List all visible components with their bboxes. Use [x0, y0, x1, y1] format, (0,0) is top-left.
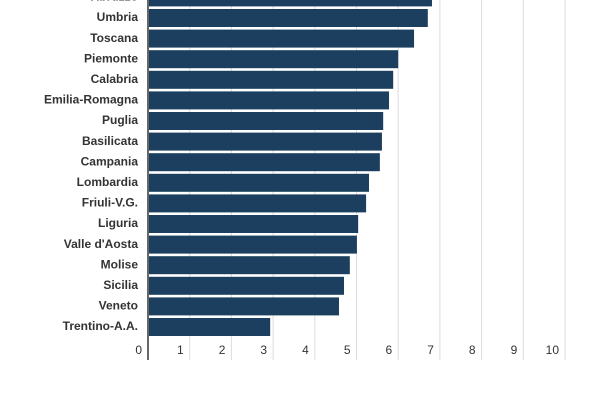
y-tick-label: Molise [101, 257, 139, 271]
bar [149, 153, 380, 172]
x-tick-label: 4 [302, 343, 309, 357]
y-tick-label: Trentino-A.A. [63, 319, 138, 333]
bar [149, 91, 390, 110]
bar [149, 318, 271, 336]
x-tick-label: 1 [177, 343, 184, 357]
y-tick-label: Lombardia [77, 175, 139, 189]
y-tick-label: Puglia [102, 113, 138, 127]
bar [149, 276, 344, 295]
bar [149, 194, 367, 213]
y-tick-label: Toscana [90, 31, 138, 45]
x-tick-label: 5 [344, 343, 351, 357]
bar [149, 112, 384, 130]
bar [149, 70, 394, 89]
y-tick-label: Emilia-Romagna [44, 93, 138, 107]
x-tick-label: 3 [260, 343, 267, 357]
x-tick-label: 9 [511, 343, 518, 357]
y-tick-label: Campania [81, 154, 139, 168]
bar [149, 256, 350, 275]
y-tick-label: Sicilia [103, 278, 138, 292]
y-tick-label: Liguria [98, 216, 138, 230]
x-tick-label: 0 [135, 343, 142, 357]
y-tick-label: Friuli-V.G. [82, 196, 138, 210]
bar [149, 0, 432, 7]
x-tick-label: 2 [219, 343, 226, 357]
bar [149, 297, 339, 316]
y-tick-label: Piemonte [84, 51, 138, 65]
y-tick-label: Veneto [99, 299, 138, 313]
bar [149, 215, 359, 233]
y-tick-label: Basilicata [82, 134, 138, 148]
bar [149, 173, 370, 192]
x-tick-label: 6 [386, 343, 393, 357]
y-tick-label: Abruzzo [91, 0, 138, 4]
bar [149, 50, 399, 69]
y-tick-label: Umbria [97, 10, 139, 24]
y-tick-label: Valle d'Aosta [64, 237, 139, 251]
x-tick-label: 10 [546, 343, 560, 357]
bar [149, 132, 382, 151]
bar [149, 235, 357, 254]
x-tick-label: 7 [427, 343, 434, 357]
bar [149, 29, 415, 48]
bar [149, 9, 428, 27]
x-tick-label: 8 [469, 343, 476, 357]
y-tick-label: Calabria [91, 72, 139, 86]
